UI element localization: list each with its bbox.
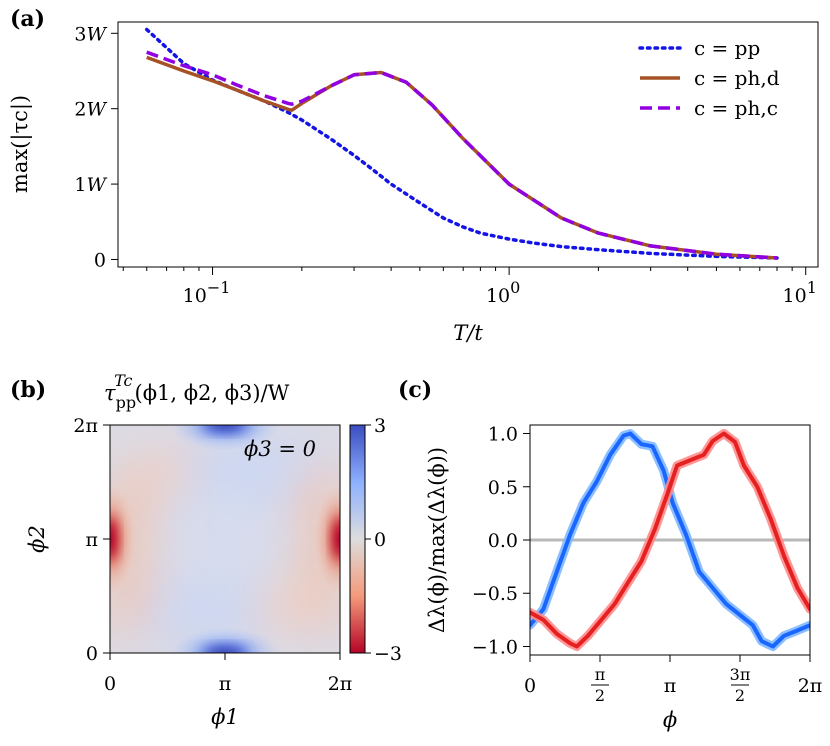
y-tick-unit: W — [86, 174, 107, 196]
heat-y-tick-label: π — [86, 529, 99, 551]
series-line-2 — [146, 50, 778, 260]
y-tick-label: 3W — [74, 23, 107, 45]
y-tick-number: 1 — [74, 174, 86, 196]
y-tick-number: 3 — [74, 23, 86, 45]
y-tick-number: 2 — [74, 99, 86, 121]
heat-feature-positive — [170, 627, 280, 653]
panel-c-ylabel: Δλ(ϕ)/max(Δλ(ϕ)) — [425, 447, 449, 633]
panel-a-series — [144, 27, 779, 260]
heat-feature-negative — [314, 484, 340, 594]
c-x-tick-label: π — [664, 675, 677, 697]
panel-b-title-main: τ — [104, 381, 116, 405]
c-y-tick-label: −1.0 — [472, 636, 518, 658]
panel-b-title-sub: pp — [116, 393, 136, 412]
x-tick-label-base: 10 — [183, 285, 207, 307]
c-y-tick-label: 1.0 — [488, 424, 518, 446]
heat-y-tick-label: 2π — [73, 415, 98, 437]
panel-c-series — [530, 429, 810, 651]
colorbar-ticks: 3 0 −3 — [365, 415, 402, 665]
heatmap-texture — [110, 440, 340, 640]
heatmap-xlabel: ϕ1 — [211, 705, 239, 729]
heat-x-tick-label: π — [219, 673, 232, 695]
legend-label-pp: c = pp — [694, 36, 760, 60]
heat-x-tick-label: 2π — [328, 673, 353, 695]
c-y-tick-label: 0.0 — [488, 530, 518, 552]
panel-b-title-args: (ϕ1, ϕ2, ϕ3)/W — [135, 381, 290, 405]
c-y-tick-label: −0.5 — [472, 583, 518, 605]
legend-label-phc: c = ph,c — [694, 96, 778, 120]
c-x-tick-label: 2π — [798, 675, 823, 697]
panel-a-ylabel: max(|τc|) — [8, 95, 33, 193]
c-x-tick-numerator: π — [595, 665, 606, 684]
panel-c-frame — [529, 424, 811, 656]
y-tick-unit: W — [86, 99, 107, 121]
c-y-tick-label: 0.5 — [488, 477, 518, 499]
heat-feature-positive — [170, 425, 280, 451]
x-tick-label-exp: −1 — [207, 278, 231, 297]
heat-feature-positive-core — [203, 646, 247, 653]
panel-b-title-sup: Tc — [114, 371, 132, 390]
heatmap-features — [110, 425, 340, 653]
panel-a-frame — [117, 21, 819, 268]
y-tick-label: 0 — [94, 249, 106, 271]
x-tick-label-exp: 1 — [807, 278, 817, 297]
y-tick-label: 2W — [74, 99, 107, 121]
colorbar — [349, 424, 366, 654]
colorbar-tick-label: −3 — [374, 643, 402, 665]
y-tick-label: 1W — [74, 174, 107, 196]
series-line-1 — [530, 431, 810, 649]
legend-label-phd: c = ph,d — [694, 66, 780, 90]
c-x-tick-denominator: 2 — [595, 686, 605, 705]
x-tick-label: 100 — [486, 278, 520, 307]
heatmap-ticks: 0 π 2π 0 π 2π — [73, 415, 352, 695]
series-line-0 — [144, 27, 779, 260]
x-tick-label: 10−1 — [183, 278, 231, 307]
x-tick-label: 101 — [783, 278, 817, 307]
panel-a-label: (a) — [10, 6, 45, 32]
c-x-tick-denominator: 2 — [735, 686, 745, 705]
heat-x-tick-label: 0 — [104, 673, 116, 695]
colorbar-tick-label: 0 — [374, 529, 386, 551]
heat-feature-negative-core — [333, 517, 340, 561]
heatmap — [110, 425, 340, 653]
heat-y-tick-label: 0 — [86, 643, 98, 665]
panel-a-xlabel: T/t — [453, 321, 483, 345]
y-tick-unit: W — [86, 23, 107, 45]
panel-b-label: (b) — [10, 377, 46, 403]
heat-feature-positive-core — [203, 425, 247, 432]
panel-b-title: τpp Tc(ϕ1, ϕ2, ϕ3)/W — [104, 371, 290, 412]
heatmap-annotation: ϕ3 = 0 — [244, 437, 316, 461]
c-x-tick-label: 0 — [524, 675, 536, 697]
panel-c-label: (c) — [398, 377, 432, 403]
panel-c-xlabel: ϕ — [663, 708, 677, 732]
heat-feature-negative — [110, 484, 136, 594]
x-tick-label-base: 10 — [486, 285, 510, 307]
colorbar-tick-label: 3 — [374, 415, 386, 437]
c-x-tick-numerator: 3π — [730, 665, 751, 684]
x-tick-label-base: 10 — [783, 285, 807, 307]
panel-a-legend: c = pp c = ph,d c = ph,c — [638, 36, 780, 120]
x-tick-label-exp: 0 — [510, 278, 520, 297]
heat-feature-negative-core — [110, 517, 117, 561]
heatmap-ylabel: ϕ2 — [25, 525, 49, 553]
